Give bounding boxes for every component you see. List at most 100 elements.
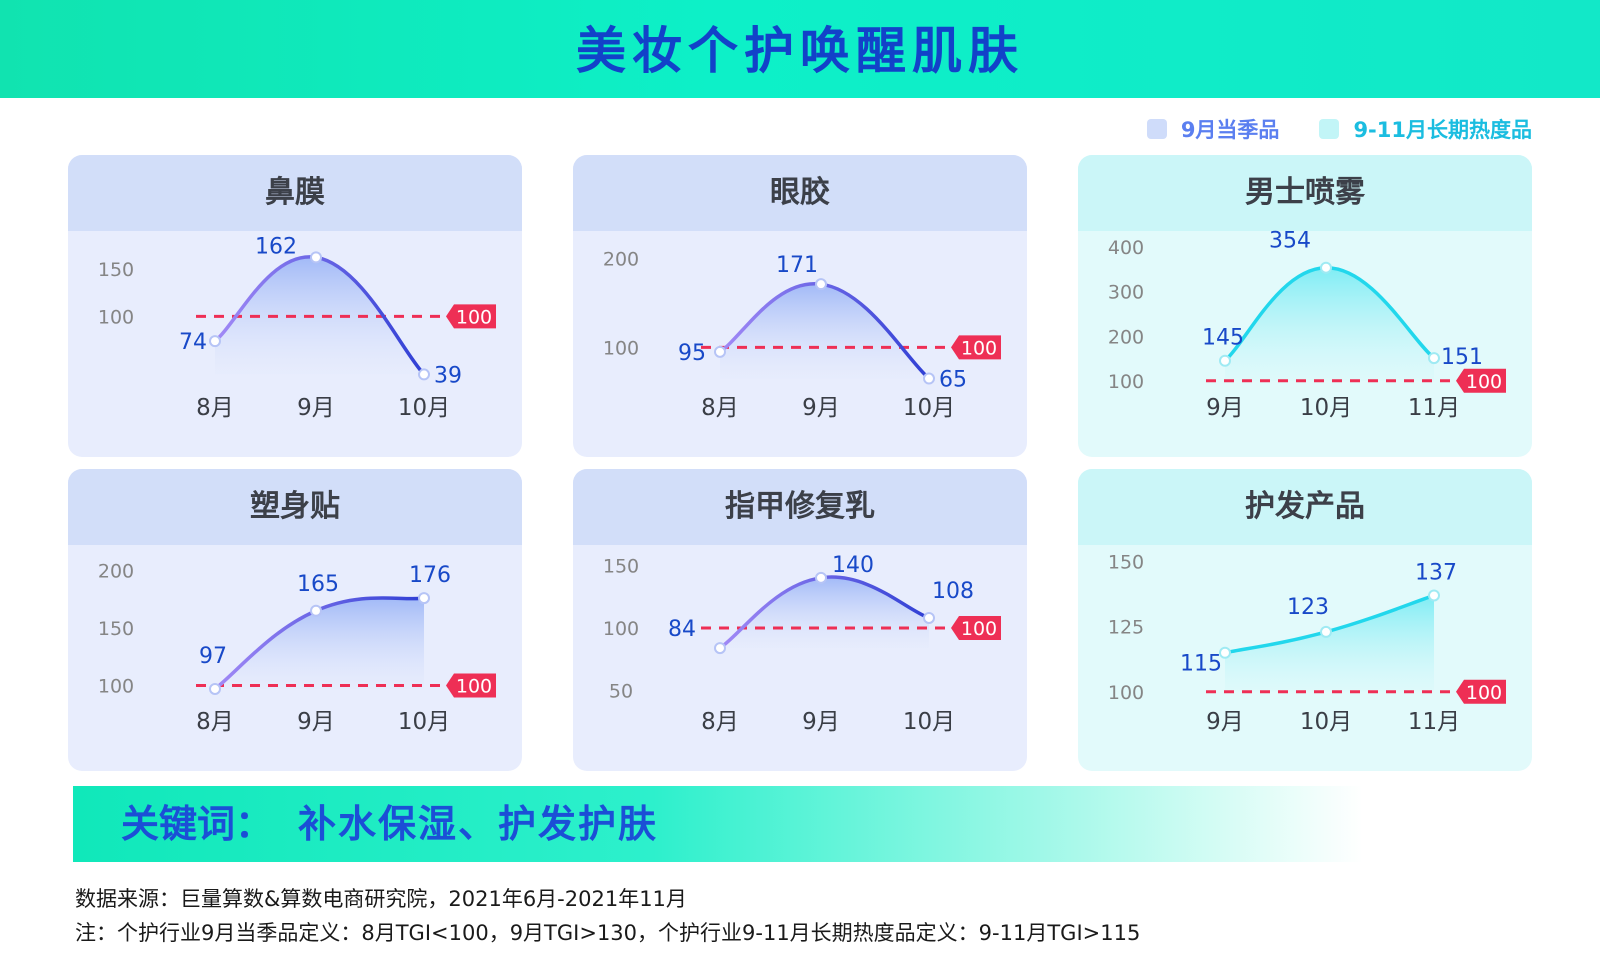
legend-swatch-long-term	[1319, 119, 1340, 139]
reference-tag	[1456, 679, 1506, 704]
data-point	[815, 278, 827, 291]
keyword-banner: 关键词： 补水保湿、护发护肤	[73, 786, 1363, 862]
chart-title: 护发产品	[1078, 469, 1532, 545]
y-tick-label: 300	[1108, 282, 1144, 304]
data-label: 115	[1180, 652, 1222, 677]
x-tick-label: 11月	[1408, 395, 1460, 421]
data-label: 176	[409, 563, 451, 588]
chart-plot: 100 125 150 9月 10月 11月 100 115 123 137	[1108, 552, 1506, 735]
series-area	[215, 597, 424, 689]
legend-item-seasonal: 9月当季品	[1146, 114, 1280, 144]
x-tick-label: 9月	[1206, 395, 1244, 421]
chart-title: 鼻膜	[68, 155, 522, 231]
data-label: 95	[678, 341, 706, 366]
data-point	[1219, 646, 1231, 659]
x-tick-label: 8月	[701, 395, 739, 421]
reference-label: 100	[456, 676, 492, 698]
y-tick-label: 100	[603, 337, 639, 359]
chart-title: 眼胶	[573, 155, 1027, 231]
x-tick-label: 8月	[196, 709, 234, 735]
x-tick-label: 11月	[1408, 709, 1460, 735]
y-tick-label: 400	[1108, 237, 1144, 259]
x-tick-label: 10月	[1300, 395, 1352, 421]
data-label: 165	[297, 572, 339, 597]
data-label: 123	[1287, 595, 1329, 620]
series-area	[215, 256, 424, 375]
chart-legend: 9月当季品 9-11月长期热度品	[1146, 114, 1532, 144]
data-point	[1219, 354, 1231, 367]
chart-card-nail-repair: 指甲修复乳 50 100 150 8月 9月 10月 100 84 140 108	[573, 469, 1027, 771]
y-tick-label: 50	[609, 681, 633, 703]
y-tick-label: 100	[1108, 371, 1144, 393]
data-label: 108	[932, 579, 974, 604]
y-tick-label: 200	[1108, 326, 1144, 348]
data-point	[418, 592, 430, 605]
header-banner	[0, 0, 1600, 98]
data-label: 84	[668, 617, 696, 642]
chart-plot: 100 200 8月 9月 10月 100 95 171 65	[603, 248, 1001, 421]
data-point	[714, 642, 726, 655]
x-tick-label: 10月	[903, 395, 955, 421]
data-label: 151	[1441, 345, 1483, 370]
data-point	[310, 604, 322, 617]
chart-card-hair-care: 护发产品 100 125 150 9月 10月 11月 100 115 123 137	[1078, 469, 1532, 771]
chart-card-nose-mask: 鼻膜 100 150 8月 9月 10月 100 74 162 39	[68, 155, 522, 457]
chart-plot: 100 150 200 8月 9月 10月 100 97 165 176	[98, 561, 496, 735]
y-tick-label: 100	[98, 306, 134, 328]
data-point	[310, 251, 322, 264]
data-label: 140	[832, 553, 874, 578]
y-tick-label: 150	[1108, 552, 1144, 574]
data-point	[1320, 261, 1332, 274]
y-tick-label: 125	[1108, 617, 1144, 639]
data-point	[1320, 625, 1332, 638]
reference-tag	[951, 616, 1001, 640]
y-tick-label: 150	[98, 259, 134, 281]
chart-card-body-patch: 塑身贴 100 150 200 8月 9月 10月 100 97 165 176	[68, 469, 522, 771]
chart-title: 塑身贴	[68, 469, 522, 545]
series-area	[720, 577, 929, 649]
y-tick-label: 100	[98, 676, 134, 698]
data-point	[923, 611, 935, 624]
x-tick-label: 9月	[1206, 709, 1244, 735]
x-tick-label: 9月	[297, 395, 335, 421]
data-label: 137	[1415, 560, 1457, 585]
reference-label: 100	[1466, 371, 1502, 393]
data-point	[209, 335, 221, 348]
reference-label: 100	[961, 337, 997, 359]
chart-plot: 50 100 150 8月 9月 10月 100 84 140 108	[603, 553, 1001, 735]
x-tick-label: 9月	[802, 395, 840, 421]
x-tick-label: 8月	[701, 709, 739, 735]
reference-label: 100	[1466, 682, 1502, 704]
data-point	[923, 372, 935, 385]
y-tick-label: 150	[98, 618, 134, 640]
x-tick-label: 9月	[802, 709, 840, 735]
definition-note: 注：个护行业9月当季品定义：8月TGI<100，9月TGI>130，个护行业9-…	[75, 921, 1141, 945]
chart-plot: 100 200 300 400 9月 10月 11月 100 145 354 151	[1108, 229, 1506, 421]
data-label: 162	[255, 234, 297, 259]
y-tick-label: 200	[603, 248, 639, 270]
reference-tag	[446, 673, 496, 698]
legend-swatch-seasonal	[1146, 119, 1167, 139]
legend-label-long-term: 9-11月长期热度品	[1353, 118, 1532, 142]
page-title: 美妆个护唤醒肌肤	[576, 22, 1024, 80]
keyword-value: 补水保湿、护发护肤	[298, 802, 659, 846]
keyword-label: 关键词：	[121, 802, 274, 846]
data-point	[209, 682, 221, 695]
series-area	[720, 283, 929, 379]
data-point	[1428, 352, 1440, 365]
x-tick-label: 10月	[903, 709, 955, 735]
chart-card-eye-gel: 眼胶 100 200 8月 9月 10月 100 95 171 65	[573, 155, 1027, 457]
series-area	[1225, 595, 1434, 692]
data-source-note: 数据来源：巨量算数&算数电商研究院，2021年6月-2021年11月	[75, 887, 687, 911]
chart-title: 指甲修复乳	[573, 469, 1027, 545]
data-label: 97	[199, 644, 227, 669]
data-label: 354	[1269, 229, 1311, 254]
x-tick-label: 10月	[398, 709, 450, 735]
legend-label-seasonal: 9月当季品	[1180, 118, 1280, 142]
legend-item-long-term: 9-11月长期热度品	[1319, 114, 1532, 144]
reference-label: 100	[456, 306, 492, 328]
data-label: 65	[939, 368, 967, 393]
data-label: 171	[776, 253, 818, 278]
data-label: 145	[1202, 326, 1244, 351]
data-point	[1428, 589, 1440, 602]
